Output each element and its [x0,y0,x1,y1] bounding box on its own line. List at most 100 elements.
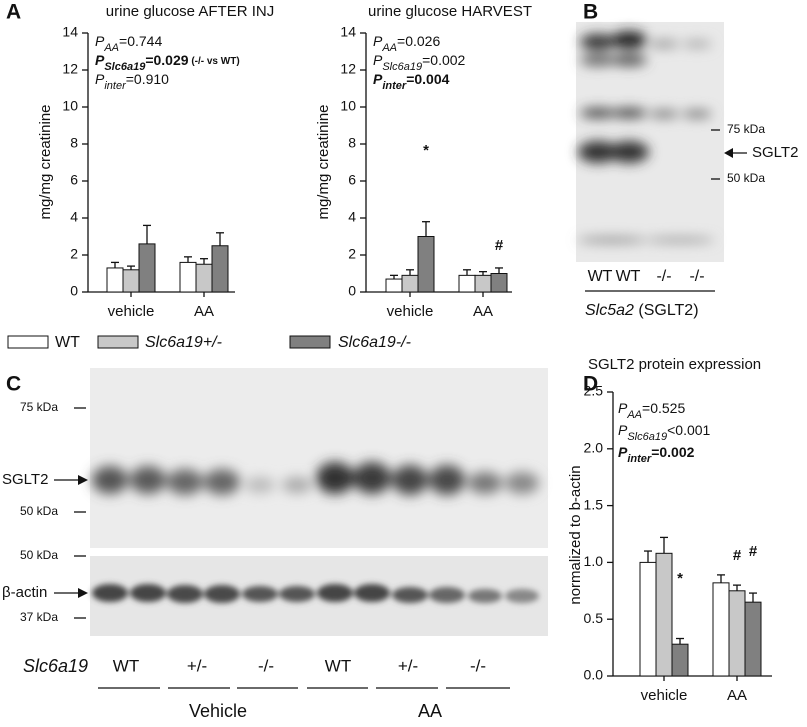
chart-title: urine glucose AFTER INJ [106,3,274,20]
error-bar [200,258,208,265]
stat-line: PSlc6a19=0.029 (-/- vs WT) [95,52,240,73]
stat-p: P [95,52,105,68]
group-label: AA [418,701,442,721]
gene-label: Slc5a2 (SGLT2) [585,302,699,319]
protein: (SGLT2) [634,302,699,319]
y-tick-label: 0.5 [584,610,604,626]
y-tick-label: 2 [348,246,356,262]
stat-value: =0.002 [651,444,694,460]
panel-label: C [6,373,21,396]
error-bar [422,221,430,237]
y-tick-label: 10 [340,98,356,114]
panel-label: D [583,373,598,396]
bar [490,273,508,293]
y-tick-label: 14 [62,24,78,40]
arrow-head [724,148,733,158]
y-tick-label: 0 [70,283,78,299]
bar [417,236,435,293]
error-bar [749,592,757,603]
stat-value: =0.525 [642,400,685,416]
panel-label: A [6,1,21,24]
error-bar [717,574,725,583]
legend-swatch [289,335,331,349]
y-tick-label: 4 [70,209,78,225]
y-tick-label: 1.0 [584,553,604,569]
stat-sub: inter [627,453,652,465]
y-tick-label: 2 [70,246,78,262]
stat-value: =0.004 [406,71,449,87]
bar [671,643,689,677]
annotation: # [749,543,758,560]
error-bar [660,536,668,554]
y-tick-label: 2.5 [584,383,604,399]
bar [195,263,213,293]
stat-sub: AA [381,42,397,54]
legend-label: Slc6a19+/- [145,334,222,351]
bar [106,267,124,293]
lane-label: WT [325,656,351,675]
lane-label: WT [113,656,139,675]
lane-label: +/- [398,656,418,675]
marker-label: 50 kDa [20,548,58,562]
y-tick-label: 0 [348,283,356,299]
bar [138,243,156,293]
error-bar [127,265,135,270]
bar [639,561,657,677]
stat-value: =0.002 [422,52,465,68]
stat-value: =0.029 [145,52,188,68]
annotation: * [423,142,429,159]
legend-label: Slc6a19-/- [338,334,411,351]
error-bar [495,267,503,274]
blot-bands [577,31,715,243]
bar [211,245,229,293]
y-tick-label: 4 [348,209,356,225]
stat-sub: Slc6a19 [104,61,146,73]
y-tick-label: 8 [348,135,356,151]
band-label: SGLT2 [752,144,798,161]
stat-p: P [618,444,628,460]
x-tick-label: AA [194,303,214,320]
bar [655,552,673,677]
stat-line: PAA=0.026 [373,33,440,54]
bar [474,274,492,293]
y-tick-label: 0.0 [584,667,604,683]
chart-title: urine glucose HARVEST [368,3,532,20]
stat-p: P [373,71,383,87]
y-tick-label: 10 [62,98,78,114]
arrow-head [78,475,88,485]
legend-swatch [7,335,49,349]
y-tick-label: 8 [70,135,78,151]
error-bar [216,232,224,246]
marker-label: 75 kDa [20,400,58,414]
x-tick-label: vehicle [641,687,688,704]
y-axis-label: mg/mg creatinine [315,104,332,219]
stat-line: PAA=0.525 [618,400,685,421]
stat-sub: Slc6a19 [627,431,667,443]
bar [728,590,746,677]
marker-label: 50 kDa [20,504,58,518]
x-tick-label: AA [473,303,493,320]
lane-label: -/- [689,268,704,285]
x-tick-label: vehicle [387,303,434,320]
stat-line: Pinter=0.910 [95,71,169,92]
stat-p: P [618,422,628,438]
error-bar [390,274,398,280]
bar [458,274,476,293]
lane-label: -/- [258,656,274,675]
stat-value: <0.001 [667,422,710,438]
bar [712,582,730,677]
stat-sub: AA [626,409,642,421]
panel-label: B [583,1,598,24]
arrow-head [78,588,88,598]
stat-p: P [95,71,105,87]
error-bar [143,224,151,244]
bar [744,601,762,677]
error-bar [479,270,487,276]
stat-sub: AA [103,42,119,54]
stat-line: PAA=0.744 [95,33,162,54]
stat-line: PSlc6a19<0.001 [618,422,711,443]
error-bar [406,269,414,276]
annotation: # [733,547,742,564]
error-bar [733,584,741,591]
blot-background [90,368,548,548]
